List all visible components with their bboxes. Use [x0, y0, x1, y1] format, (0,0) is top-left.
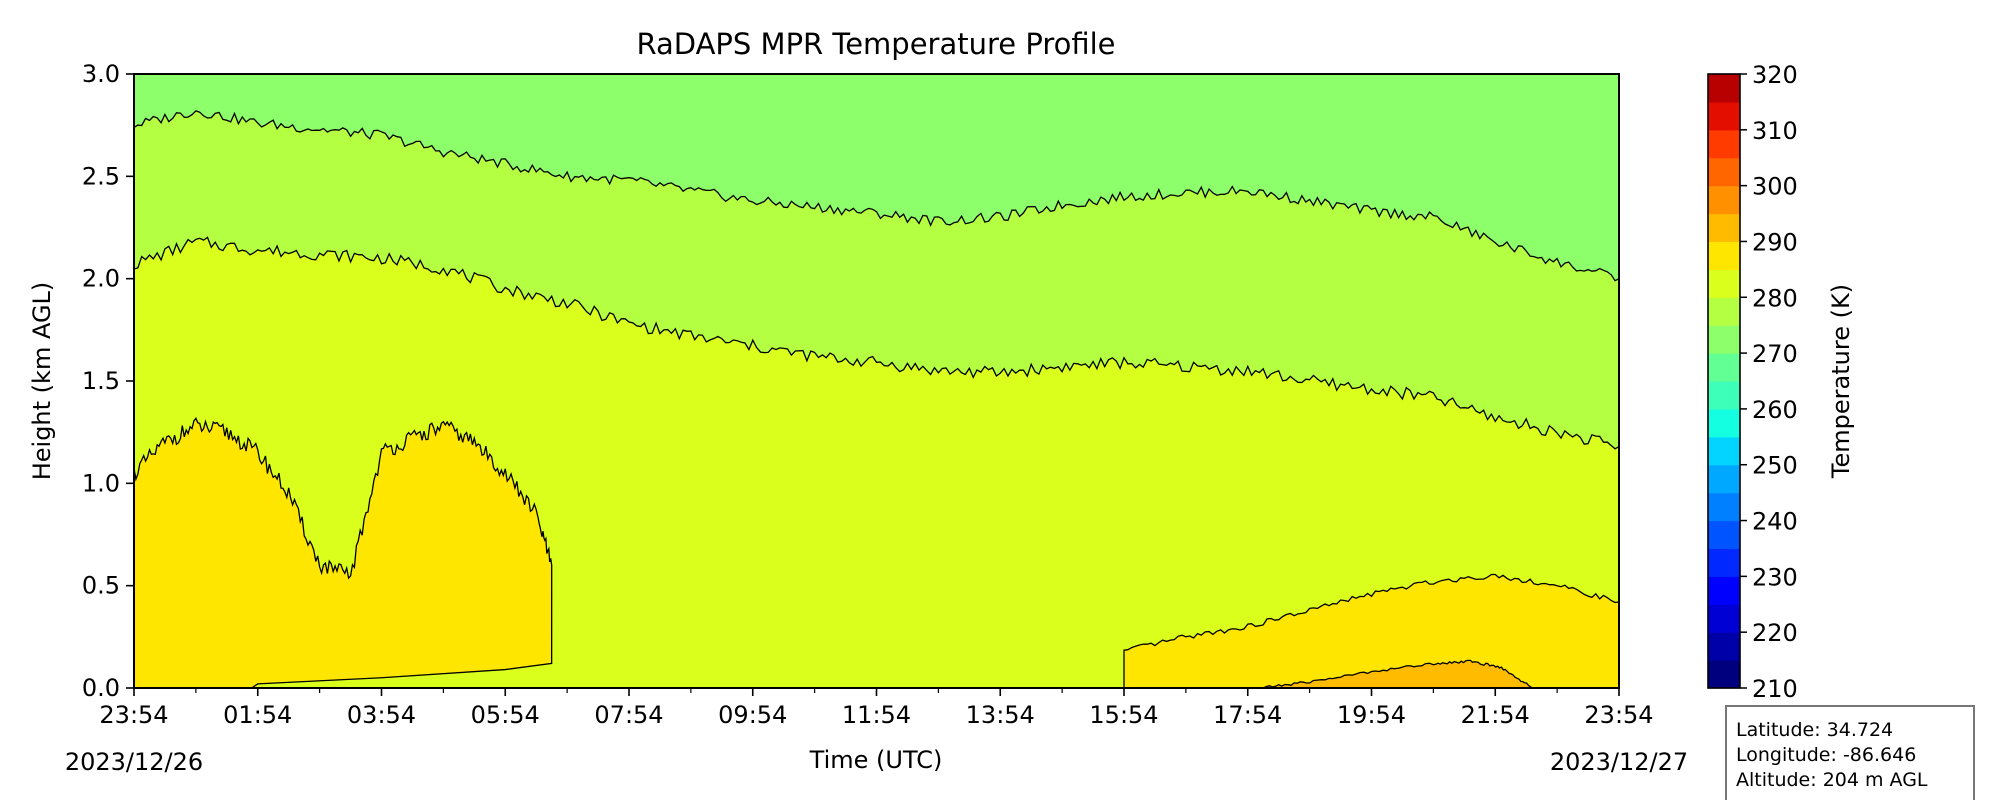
date-start-label: 2023/12/26 [65, 748, 203, 776]
x-tick-label-7: 13:54 [966, 701, 1035, 729]
colorbar-segment-9 [1708, 408, 1740, 438]
x-axis-label: Time (UTC) [809, 746, 943, 774]
band-290-300 [1260, 659, 1534, 688]
band-280-290-left [134, 417, 553, 688]
y-tick-label-1: 0.5 [82, 572, 120, 600]
colorbar-segment-4 [1708, 548, 1740, 577]
colorbar-label: Temperature (K) [1827, 284, 1855, 479]
y-axis-label: Height (km AGL) [28, 282, 56, 481]
colorbar-segment-14 [1708, 269, 1740, 298]
band-260-270 [134, 74, 1619, 281]
colorbar-segment-21 [1708, 74, 1740, 103]
y-tick-label-0: 0.0 [82, 674, 120, 702]
colorbar-segment-7 [1708, 464, 1740, 494]
colorbar-tick-label-10: 310 [1752, 117, 1798, 145]
colorbar-segment-5 [1708, 520, 1740, 550]
colorbar-tick-label-7: 280 [1752, 284, 1798, 312]
colorbar-tick-label-1: 220 [1752, 619, 1798, 647]
colorbar-segment-13 [1708, 297, 1740, 326]
x-tick-label-8: 15:54 [1089, 701, 1158, 729]
colorbar-segment-10 [1708, 381, 1740, 410]
x-tick-label-0: 23:54 [99, 701, 168, 729]
x-tick-label-9: 17:54 [1213, 701, 1282, 729]
colorbar-tick-label-9: 300 [1752, 173, 1798, 201]
contour-line-275 [134, 236, 1619, 450]
colorbar-segment-6 [1708, 492, 1740, 522]
colorbar-tick-label-2: 230 [1752, 563, 1798, 591]
y-tick-label-4: 2.0 [82, 265, 120, 293]
colorbar-segment-20 [1708, 101, 1740, 131]
chart-title: RaDAPS MPR Temperature Profile [636, 27, 1115, 61]
x-tick-label-4: 07:54 [594, 701, 663, 729]
colorbar-tick-label-3: 240 [1752, 508, 1798, 536]
y-tick-label-2: 1.0 [82, 469, 120, 497]
colorbar-frame [1707, 73, 1741, 689]
colorbar-segment-19 [1708, 129, 1740, 159]
colorbar-tick-label-8: 290 [1752, 228, 1798, 256]
x-tick-label-6: 11:54 [842, 701, 911, 729]
colorbar-tick-label-4: 250 [1752, 452, 1798, 480]
x-tick-label-12: 23:54 [1584, 701, 1653, 729]
colorbar-tick-label-0: 210 [1752, 675, 1798, 703]
y-tick-label-5: 2.5 [82, 162, 120, 190]
colorbar-segment-17 [1708, 185, 1740, 215]
contour-line-265 [134, 110, 1619, 282]
station-altitude: Altitude: 204 m AGL [1736, 769, 1928, 791]
x-axis: 23:54 01:54 03:54 05:54 07:54 09:54 11:54 13:54… [99, 688, 1654, 729]
colorbar-segment-18 [1708, 157, 1740, 187]
colorbar-segment-15 [1708, 241, 1740, 270]
x-tick-label-1: 01:54 [223, 701, 292, 729]
station-latitude: Latitude: 34.724 [1736, 719, 1893, 741]
colorbar-segment-0 [1708, 660, 1740, 689]
colorbar-segment-1 [1708, 632, 1740, 661]
colorbar-segment-3 [1708, 576, 1740, 605]
colorbar-segment-2 [1708, 604, 1740, 633]
station-info-box: Latitude: 34.724 Longitude: -86.646 Alti… [1725, 705, 1975, 800]
x-tick-label-2: 03:54 [347, 701, 416, 729]
station-longitude: Longitude: -86.646 [1736, 744, 1916, 766]
colorbar-tick-label-11: 320 [1752, 61, 1798, 89]
plot-area [134, 74, 1619, 688]
colorbar-segment-11 [1708, 353, 1740, 382]
colorbar-segment-12 [1708, 325, 1740, 354]
band-280-290-right [1123, 573, 1619, 688]
colorbar-tick-label-5: 260 [1752, 396, 1798, 424]
colorbar-segment-16 [1708, 213, 1740, 243]
colorbar-segment-8 [1708, 436, 1740, 466]
x-tick-label-10: 19:54 [1337, 701, 1406, 729]
x-tick-label-11: 21:54 [1461, 701, 1530, 729]
colorbar: 210 220 230 240 250 260 270 280 290 300 310 320 [1707, 61, 1798, 703]
y-axis: 0.0 0.5 1.0 1.5 2.0 2.5 3.0 [82, 60, 134, 702]
date-end-label: 2023/12/27 [1550, 748, 1688, 776]
station-info-frame [1725, 705, 1975, 800]
y-tick-label-3: 1.5 [82, 367, 120, 395]
colorbar-tick-label-6: 270 [1752, 340, 1798, 368]
x-tick-label-3: 05:54 [471, 701, 540, 729]
y-tick-label-6: 3.0 [82, 60, 120, 88]
x-tick-label-5: 09:54 [718, 701, 787, 729]
